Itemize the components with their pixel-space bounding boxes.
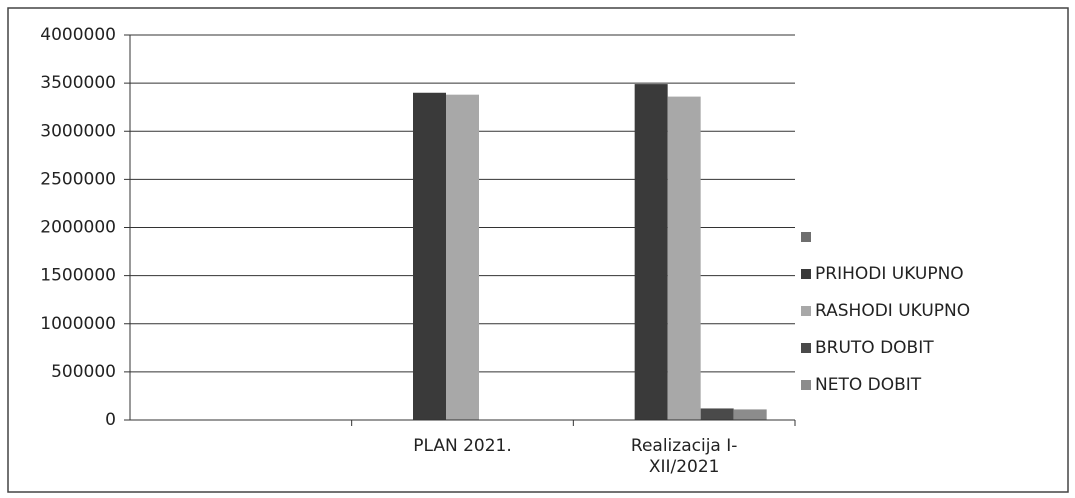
y-tick-label: 1500000: [40, 266, 116, 286]
y-tick-label: 1000000: [40, 314, 116, 334]
legend-label: BRUTO DOBIT: [815, 338, 934, 358]
y-tick-label: 3000000: [40, 121, 116, 141]
y-tick-label: 0: [105, 410, 116, 430]
bar: [700, 408, 734, 420]
legend-swatch: [801, 380, 811, 390]
y-tick-label: 4000000: [40, 25, 116, 45]
legend-swatch: [801, 232, 811, 242]
bar: [733, 409, 767, 420]
y-tick-label: 500000: [51, 362, 116, 382]
legend-label: RASHODI UKUPNO: [815, 301, 970, 321]
legend-swatch: [801, 343, 811, 353]
legend-swatch: [801, 269, 811, 279]
y-tick-label: 3500000: [40, 73, 116, 93]
legend-label: PRIHODI UKUPNO: [815, 264, 964, 284]
chart-border: [7, 7, 1069, 493]
legend-label: NETO DOBIT: [815, 375, 922, 395]
bar: [413, 92, 446, 420]
x-tick-label: PLAN 2021.: [413, 436, 512, 456]
y-tick-label: 2000000: [40, 218, 116, 238]
y-tick-label: 2500000: [40, 169, 116, 189]
bar: [634, 84, 668, 421]
legend-swatch: [801, 306, 811, 316]
x-tick-label: Realizacija I-XII/2021: [630, 436, 738, 477]
bar: [667, 96, 701, 420]
bar: [446, 94, 479, 421]
